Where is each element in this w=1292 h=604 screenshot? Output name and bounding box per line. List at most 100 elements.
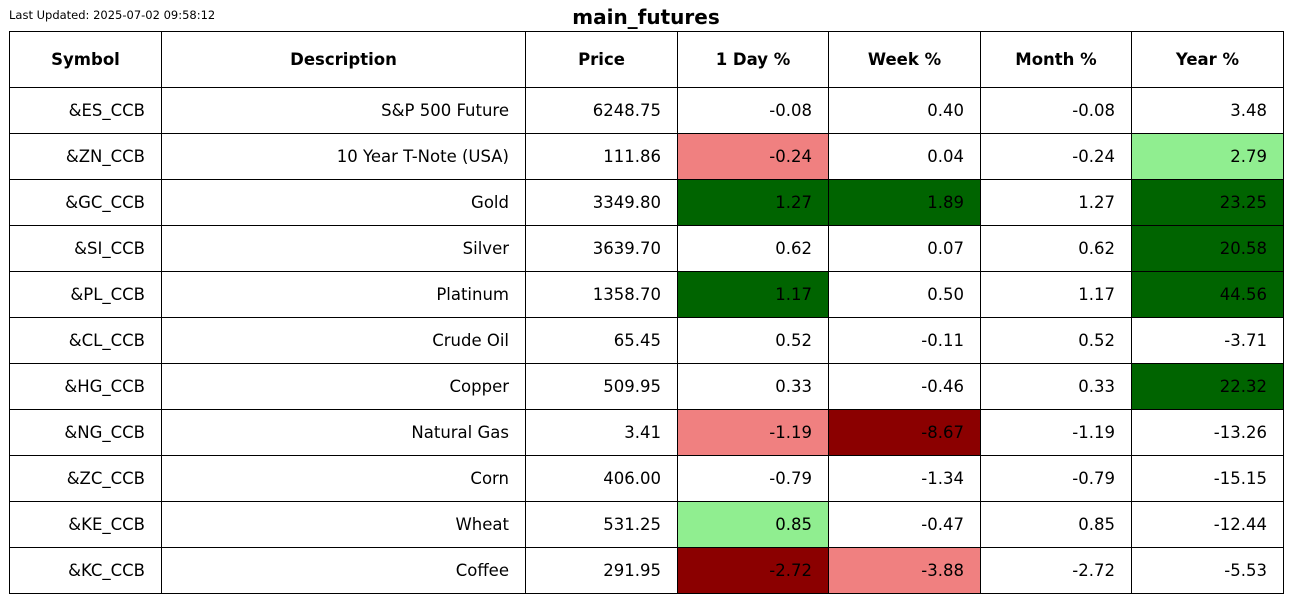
cell-symbol: &ZN_CCB [9,133,162,180]
cell-price: 509.95 [525,363,678,410]
cell-year-pct: -5.53 [1131,547,1284,594]
cell-1-day-pct: -0.24 [677,133,829,180]
cell-week-pct: 0.50 [828,271,981,318]
table-row: &HG_CCB Copper 509.95 0.33 -0.46 0.33 22.32 [9,363,1284,410]
cell-description: Gold [161,179,526,226]
table-row: &ZN_CCB 10 Year T-Note (USA) 111.86 -0.24 0.… [9,133,1284,180]
cell-price: 291.95 [525,547,678,594]
cell-week-pct: -0.46 [828,363,981,410]
cell-week-pct: -0.11 [828,317,981,364]
cell-week-pct: 0.07 [828,225,981,272]
cell-year-pct: 23.25 [1131,179,1284,226]
cell-year-pct: 20.58 [1131,225,1284,272]
cell-symbol: &GC_CCB [9,179,162,226]
table-row: &KE_CCB Wheat 531.25 0.85 -0.47 0.85 -12.44 [9,501,1284,548]
cell-price: 531.25 [525,501,678,548]
cell-week-pct: -3.88 [828,547,981,594]
column-header-1-day-pct: 1 Day % [677,31,829,88]
cell-week-pct: -8.67 [828,409,981,456]
futures-table-container: Symbol Description Price 1 Day % Week % Month… [9,31,1284,594]
cell-description: Wheat [161,501,526,548]
table-row: &PL_CCB Platinum 1358.70 1.17 0.50 1.17 44.56 [9,271,1284,318]
cell-month-pct: 0.52 [980,317,1132,364]
cell-month-pct: 1.27 [980,179,1132,226]
table-row: &ZC_CCB Corn 406.00 -0.79 -1.34 -0.79 -15.15 [9,455,1284,502]
cell-1-day-pct: 1.27 [677,179,829,226]
cell-description: Platinum [161,271,526,318]
cell-symbol: &NG_CCB [9,409,162,456]
futures-table: Symbol Description Price 1 Day % Week % Month… [9,31,1284,594]
cell-price: 111.86 [525,133,678,180]
cell-1-day-pct: -2.72 [677,547,829,594]
column-header-price: Price [525,31,678,88]
cell-month-pct: -0.08 [980,87,1132,134]
table-title: main_futures [572,5,720,29]
column-header-description: Description [161,31,526,88]
table-row: &GC_CCB Gold 3349.80 1.27 1.89 1.27 23.25 [9,179,1284,226]
cell-week-pct: 0.04 [828,133,981,180]
cell-description: Crude Oil [161,317,526,364]
cell-month-pct: 0.85 [980,501,1132,548]
cell-price: 1358.70 [525,271,678,318]
column-header-year-pct: Year % [1131,31,1284,88]
cell-symbol: &CL_CCB [9,317,162,364]
cell-1-day-pct: 0.33 [677,363,829,410]
cell-price: 65.45 [525,317,678,364]
cell-1-day-pct: 1.17 [677,271,829,318]
cell-symbol: &ZC_CCB [9,455,162,502]
cell-week-pct: -0.47 [828,501,981,548]
cell-price: 406.00 [525,455,678,502]
cell-month-pct: -0.24 [980,133,1132,180]
column-header-month-pct: Month % [980,31,1132,88]
cell-price: 3639.70 [525,225,678,272]
cell-description: Natural Gas [161,409,526,456]
cell-1-day-pct: -1.19 [677,409,829,456]
cell-description: Corn [161,455,526,502]
column-header-symbol: Symbol [9,31,162,88]
cell-symbol: &KE_CCB [9,501,162,548]
cell-year-pct: 44.56 [1131,271,1284,318]
cell-symbol: &KC_CCB [9,547,162,594]
cell-year-pct: -12.44 [1131,501,1284,548]
cell-week-pct: -1.34 [828,455,981,502]
cell-year-pct: 2.79 [1131,133,1284,180]
table-row: &ES_CCB S&P 500 Future 6248.75 -0.08 0.40 -0.… [9,87,1284,134]
cell-year-pct: -15.15 [1131,455,1284,502]
cell-symbol: &ES_CCB [9,87,162,134]
cell-year-pct: 22.32 [1131,363,1284,410]
table-row: &NG_CCB Natural Gas 3.41 -1.19 -8.67 -1.19 -13… [9,409,1284,456]
cell-description: S&P 500 Future [161,87,526,134]
cell-1-day-pct: 0.85 [677,501,829,548]
cell-year-pct: -3.71 [1131,317,1284,364]
cell-year-pct: 3.48 [1131,87,1284,134]
cell-1-day-pct: -0.08 [677,87,829,134]
cell-1-day-pct: -0.79 [677,455,829,502]
column-header-week-pct: Week % [828,31,981,88]
last-updated-label: Last Updated: 2025-07-02 09:58:12 [9,8,216,22]
cell-description: 10 Year T-Note (USA) [161,133,526,180]
cell-symbol: &PL_CCB [9,271,162,318]
cell-week-pct: 0.40 [828,87,981,134]
cell-month-pct: 1.17 [980,271,1132,318]
cell-month-pct: -2.72 [980,547,1132,594]
cell-month-pct: -1.19 [980,409,1132,456]
cell-price: 6248.75 [525,87,678,134]
cell-year-pct: -13.26 [1131,409,1284,456]
cell-week-pct: 1.89 [828,179,981,226]
table-body: &ES_CCB S&P 500 Future 6248.75 -0.08 0.40 -0.… [9,87,1284,594]
table-row: &CL_CCB Crude Oil 65.45 0.52 -0.11 0.52 -3.71 [9,317,1284,364]
table-row: &SI_CCB Silver 3639.70 0.62 0.07 0.62 20.58 [9,225,1284,272]
cell-price: 3.41 [525,409,678,456]
cell-1-day-pct: 0.52 [677,317,829,364]
cell-month-pct: 0.33 [980,363,1132,410]
cell-description: Silver [161,225,526,272]
cell-1-day-pct: 0.62 [677,225,829,272]
table-row: &KC_CCB Coffee 291.95 -2.72 -3.88 -2.72 -5.53 [9,547,1284,594]
cell-month-pct: -0.79 [980,455,1132,502]
cell-symbol: &SI_CCB [9,225,162,272]
cell-description: Coffee [161,547,526,594]
cell-symbol: &HG_CCB [9,363,162,410]
cell-price: 3349.80 [525,179,678,226]
cell-month-pct: 0.62 [980,225,1132,272]
